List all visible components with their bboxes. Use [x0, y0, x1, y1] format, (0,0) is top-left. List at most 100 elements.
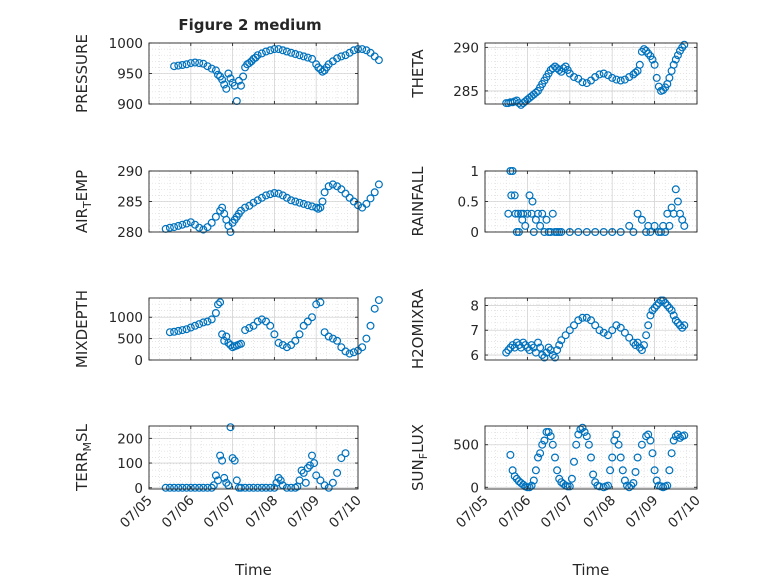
panel-6-data-point: [680, 321, 689, 330]
panel-3-data-point: [324, 182, 333, 191]
panel-3-data-point: [165, 223, 174, 232]
panel-8-data-point: [680, 431, 689, 440]
panel-5-data-point: [195, 320, 204, 329]
panel-1-data-point: [191, 58, 200, 67]
panel-6-data-point: [561, 331, 570, 340]
panel-5-data-point: [374, 296, 383, 305]
panel-6-data-point: [637, 346, 646, 355]
panel-8-x-tick-label: 07/08: [580, 493, 619, 532]
panel-2-data-point: [612, 75, 621, 84]
panel-7-x-tick-label: 07/10: [326, 493, 365, 532]
panel-6-data-point: [661, 299, 670, 308]
panel-2-data-point: [578, 78, 587, 87]
panel-1-data-point: [291, 49, 300, 58]
panel-2-data-point: [582, 79, 591, 88]
panel-7-data-point: [310, 459, 319, 468]
panel-1-data-point: [333, 54, 342, 63]
panel-7-data-point: [170, 483, 179, 492]
panel-8-data-point: [546, 432, 555, 441]
panel-7-data-point: [245, 483, 254, 492]
panel-5-data-point: [241, 326, 250, 335]
panel-7-data-point: [232, 476, 241, 485]
panel-1-data-point: [211, 66, 220, 75]
panel-2-data-point: [569, 72, 578, 81]
panel-3-data-point: [241, 203, 250, 212]
panel-8-data-point: [550, 453, 559, 462]
panel-8-data-point: [667, 449, 676, 458]
panel-3-data-point: [328, 180, 337, 189]
panel-8-data-point: [675, 433, 684, 442]
panel-7-data-point: [308, 451, 317, 460]
panel-3-data-point: [337, 185, 346, 194]
panel-4-data-point: [536, 221, 545, 230]
panel-7-data-point: [186, 483, 195, 492]
panel-4-data-point: [538, 209, 547, 218]
panel-7-data-point: [220, 473, 229, 482]
panel-5-data-point: [287, 341, 296, 350]
panel-7-data-point: [301, 478, 310, 487]
panel-7-data-point: [174, 483, 183, 492]
panel-3-data-point: [211, 212, 220, 221]
panel-5-data-point: [291, 336, 300, 345]
panel-8-data-point: [589, 470, 598, 479]
panel-7-data-point: [249, 483, 258, 492]
panel-1-data-point: [358, 45, 367, 54]
panel-4-data-point: [519, 209, 528, 218]
panel-5-data-point: [245, 323, 254, 332]
panel-7-data-point: [274, 473, 283, 482]
panel-2-data-point: [665, 73, 674, 82]
panel-1-data-point: [262, 47, 271, 56]
panel-6-data-point: [536, 343, 545, 352]
panel-6-data-point: [578, 313, 587, 322]
panel-5-data-point: [178, 326, 187, 335]
panel-7-x-tick-label: 07/05: [117, 493, 156, 532]
panel-5-data-point: [274, 338, 283, 347]
panel-2-data-point: [603, 71, 612, 80]
panel-5-y-tick-label: 500: [117, 332, 143, 348]
panel-3-data-point: [174, 221, 183, 230]
panel-6-data-point: [540, 353, 549, 362]
panel-8-data-point: [642, 432, 651, 441]
panel-8-x-tick-label: 07/05: [453, 493, 492, 532]
panel-7-y-tick-label: 200: [117, 431, 143, 447]
panel-7-data-point: [253, 483, 262, 492]
panel-6-data-point: [550, 353, 559, 362]
panel-8-data-point: [578, 423, 587, 432]
panel-6-data-point: [671, 316, 680, 325]
panel-3-data-point: [253, 196, 262, 205]
panel-1-data-point: [349, 46, 358, 55]
panel-2-data-point: [595, 70, 604, 79]
panel-5-data-point: [191, 321, 200, 330]
panel-6-data-point: [646, 311, 655, 320]
panel-6-data-point: [639, 341, 648, 350]
panel-3-data-point: [186, 218, 195, 227]
panel-7-data-point: [237, 483, 246, 492]
panel-5-data-point: [257, 315, 266, 324]
panel-1-data-point: [278, 46, 287, 55]
panel-1-data-point: [218, 75, 227, 84]
panel-7-x-tick-label: 07/09: [284, 493, 323, 532]
panel-8-data-point: [608, 453, 617, 462]
panel-1-data-point: [226, 74, 235, 83]
panel-5-data-point: [186, 323, 195, 332]
panel-2-axes-box: [484, 42, 698, 105]
panel-2-data-point: [625, 72, 634, 81]
panel-6-data-point: [675, 321, 684, 330]
panel-6-data-point: [565, 326, 574, 335]
panel-8-data-point: [631, 468, 640, 477]
panel-1-data-point: [182, 60, 191, 69]
panel-3-data-point: [270, 189, 279, 198]
panel-3-data-point: [362, 199, 371, 208]
panel-8-data-point: [620, 476, 629, 485]
panel-8-data-point: [548, 440, 557, 449]
panel-8-data-point: [567, 474, 576, 483]
panel-1-data-point: [295, 51, 304, 60]
panel-1-data-point: [224, 69, 233, 78]
panel-4-y-tick-label: 0: [470, 225, 479, 241]
panel-8-data-point: [625, 483, 634, 492]
panel-6-data-point: [644, 321, 653, 330]
panel-8-data-point: [652, 476, 661, 485]
panel-5-data-point: [366, 321, 375, 330]
panel-7-data-point: [241, 483, 250, 492]
panel-1-data-point: [274, 45, 283, 54]
